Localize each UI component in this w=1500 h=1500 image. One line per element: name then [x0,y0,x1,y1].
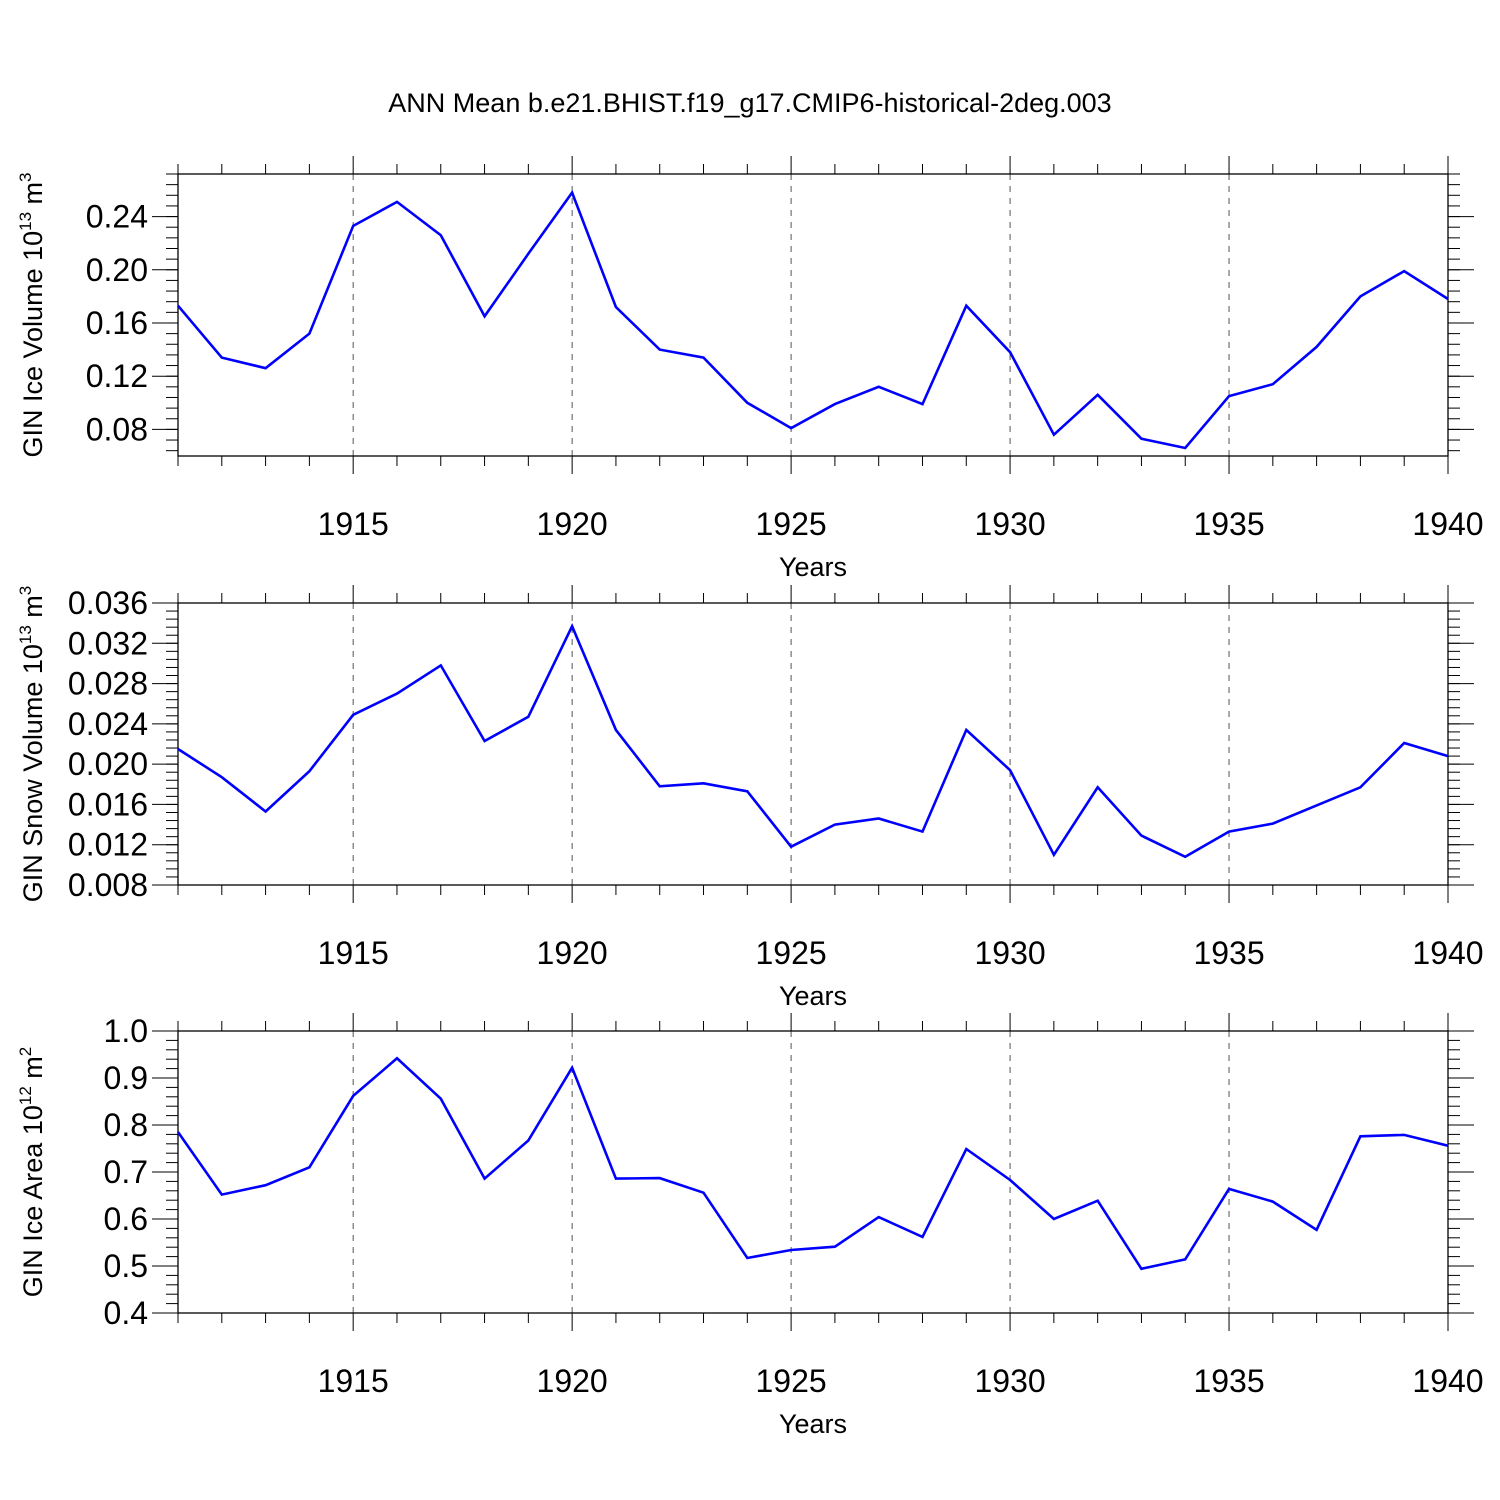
y-axis-label: GIN Ice Area 1012 m2 [16,1047,48,1298]
y-tick-label: 0.028 [68,666,148,702]
x-tick-label: 1940 [1412,506,1483,542]
x-tick-label: 1920 [537,506,608,542]
y-tick-label: 0.032 [68,625,148,661]
x-tick-label: 1920 [537,1363,608,1399]
series-line [177,623,1449,859]
x-tick-label: 1935 [1193,506,1264,542]
x-tick-label: 1925 [756,506,827,542]
y-axis-label: GIN Snow Volume 1013 m3 [16,586,48,903]
y-tick-label: 0.016 [68,786,148,822]
x-tick-label: 1940 [1412,935,1483,971]
x-tick-label: 1920 [537,935,608,971]
panels: 0.08 0.12 0.16 0.20 0.24 1915 1920 1925 1930 1935… [16,156,1484,1439]
figure-title: ANN Mean b.e21.BHIST.f19_g17.CMIP6-histo… [388,88,1111,118]
x-tick-label: 1930 [974,506,1045,542]
y-tick-label: 0.020 [68,746,148,782]
panel-2: 0.008 0.012 0.016 0.020 0.024 0.028 0.032 0.036… [16,585,1484,1011]
y-axis-label: GIN Ice Volume 1013 m3 [16,172,48,457]
x-tick-label: 1915 [318,506,389,542]
y-tick-label: 0.8 [104,1107,148,1143]
y-tick-label: 0.7 [104,1154,148,1190]
y-tick-label: 0.12 [86,358,148,394]
plot-frame [177,173,1449,457]
y-tick-label: 1.0 [104,1013,148,1049]
x-tick-label: 1915 [318,1363,389,1399]
plot-frame [177,602,1449,886]
x-tick-label: 1925 [756,935,827,971]
y-tick-label: 0.024 [68,706,148,742]
x-tick-label: 1930 [974,935,1045,971]
x-tick-label: 1935 [1193,1363,1264,1399]
x-tick-label: 1915 [318,935,389,971]
x-axis-label: Years [779,981,847,1011]
y-tick-label: 0.20 [86,252,148,288]
plot-frame [177,1030,1449,1314]
series-line [176,1056,1449,1271]
x-tick-label: 1930 [974,1363,1045,1399]
y-tick-label: 0.08 [86,411,148,447]
y-tick-label: 0.036 [68,585,148,621]
series-line [177,189,1449,450]
panel-3: 0.4 0.5 0.6 0.7 0.8 0.9 1.0 1915 1920 1925 1930 193… [16,1013,1484,1439]
y-tick-label: 0.012 [68,827,148,863]
y-tick-label: 0.9 [104,1060,148,1096]
x-tick-label: 1935 [1193,935,1264,971]
y-tick-label: 0.16 [86,305,148,341]
y-tick-label: 0.4 [104,1295,148,1331]
y-tick-label: 0.008 [68,867,148,903]
panel-1: 0.08 0.12 0.16 0.20 0.24 1915 1920 1925 1930 1935… [16,156,1484,582]
y-tick-label: 0.24 [86,199,148,235]
y-tick-label: 0.5 [104,1248,148,1284]
x-axis-label: Years [779,552,847,582]
x-tick-label: 1925 [756,1363,827,1399]
x-axis-label: Years [779,1409,847,1439]
y-tick-label: 0.6 [104,1201,148,1237]
x-tick-label: 1940 [1412,1363,1483,1399]
